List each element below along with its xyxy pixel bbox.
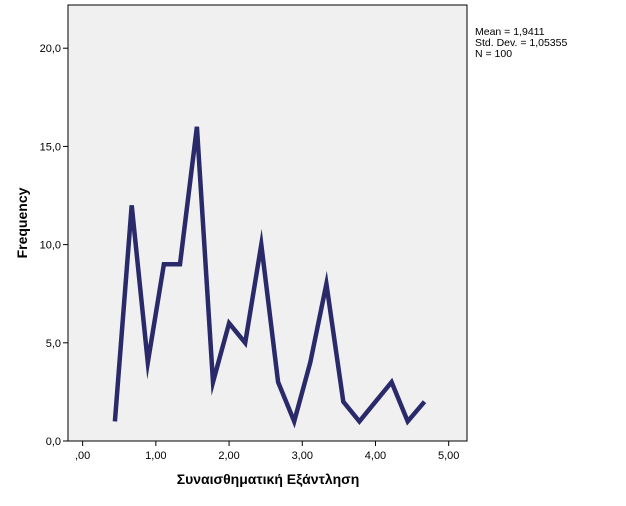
x-axis: ,00 1,00 2,00 3,00 4,00 5,00 bbox=[75, 441, 459, 462]
x-tick-label: 3,00 bbox=[292, 450, 313, 462]
x-tick-label: ,00 bbox=[75, 450, 90, 462]
y-axis: 0,0 5,0 10,0 15,0 20,0 bbox=[40, 43, 68, 448]
y-tick-label: 20,0 bbox=[40, 43, 61, 55]
plot-area bbox=[68, 5, 467, 441]
x-axis-title: Συναισθηματική Εξάντληση bbox=[177, 471, 360, 487]
x-tick-label: 5,00 bbox=[438, 450, 459, 462]
y-tick-label: 0,0 bbox=[46, 436, 61, 448]
x-tick-label: 2,00 bbox=[218, 450, 239, 462]
x-tick-label: 4,00 bbox=[365, 450, 386, 462]
y-axis-title: Frequency bbox=[14, 187, 30, 258]
stats-n: N = 100 bbox=[475, 48, 512, 60]
x-tick-label: 1,00 bbox=[145, 450, 166, 462]
y-tick-label: 5,0 bbox=[46, 338, 61, 350]
y-tick-label: 15,0 bbox=[40, 141, 61, 153]
y-tick-label: 10,0 bbox=[40, 240, 61, 252]
stats-box: Mean = 1,9411 Std. Dev. = 1,05355 N = 10… bbox=[475, 26, 567, 60]
